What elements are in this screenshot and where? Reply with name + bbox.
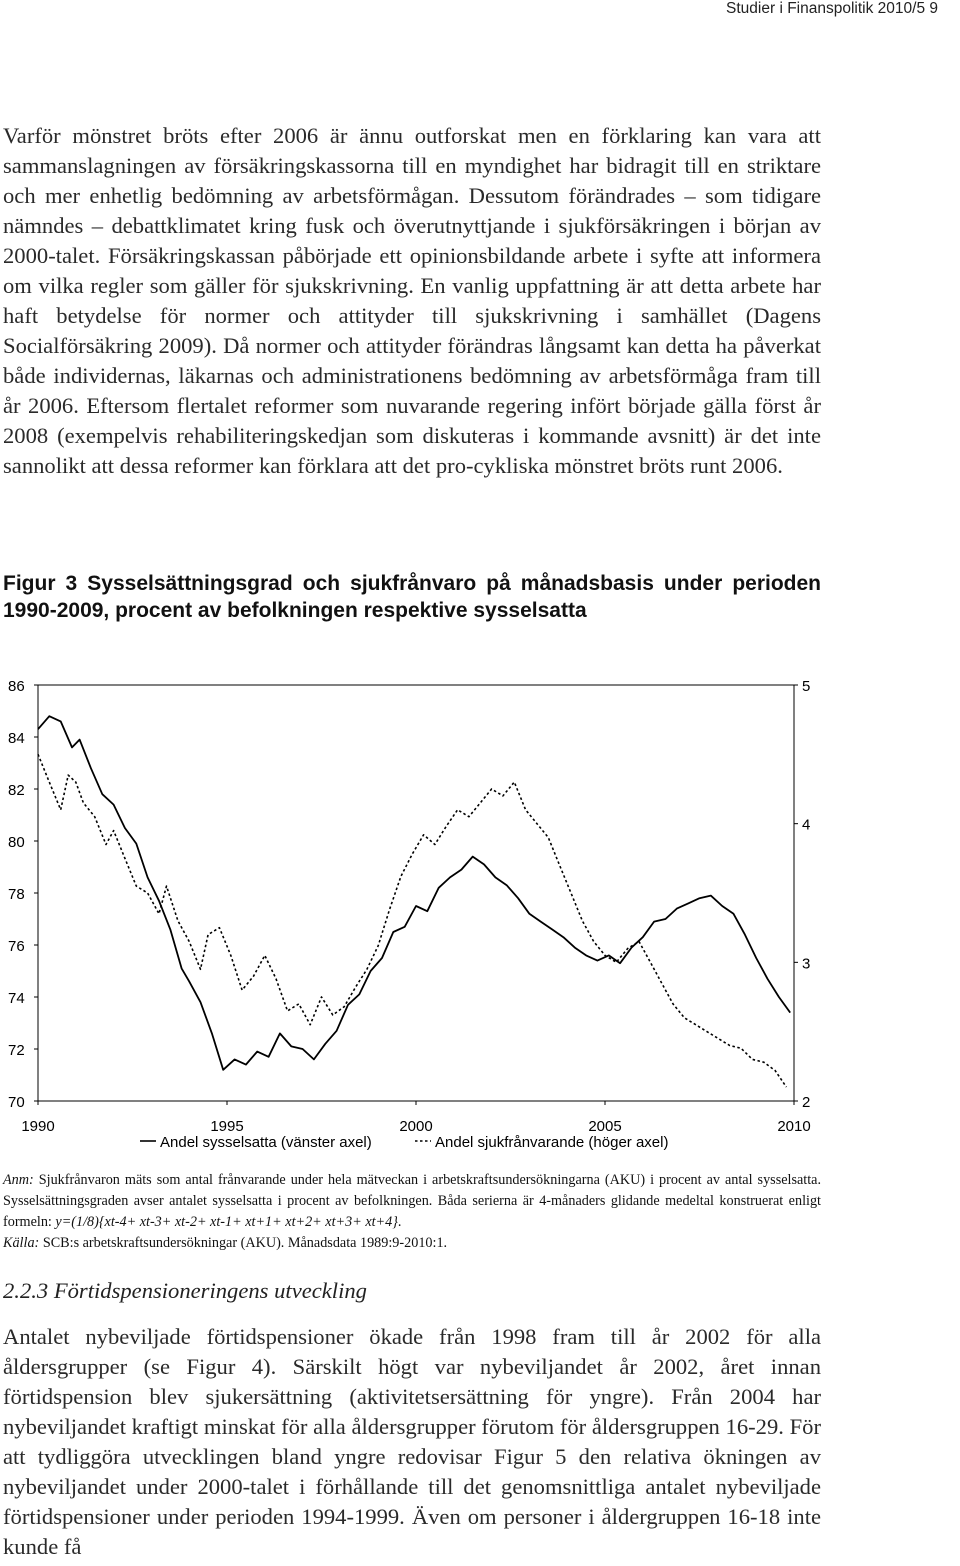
legend-label: Andel sysselsatta (vänster axel): [160, 1134, 372, 1151]
note-formula: y=(1/8){xt-4+ xt-3+ xt-2+ xt-1+ xt+1+ xt…: [55, 1214, 398, 1230]
figure-caption: Figur 3 Sysselsättningsgrad och sjukfrån…: [3, 572, 821, 622]
left-tick-label: 86: [8, 678, 25, 695]
section-heading: 2.2.3 Förtidspensioneringens utveckling: [3, 1278, 367, 1303]
x-tick-label: 2005: [588, 1118, 621, 1135]
source-label: Källa:: [3, 1235, 40, 1251]
legend-label: Andel sjukfrånvarande (höger axel): [435, 1134, 668, 1151]
note-text: Sjukfrånvaron mäts som antal frånvarande…: [3, 1172, 821, 1230]
plot-frame: [37, 684, 795, 1102]
chart: 86 84 82 80 78 76 74 72 70 5 4 3 2 1990 1995 2000 2005 20…: [8, 678, 811, 1151]
note-end: .: [397, 1214, 402, 1230]
left-tick-label: 84: [8, 730, 25, 747]
x-tick-label: 1990: [21, 1118, 54, 1135]
right-tick-label: 3: [802, 955, 810, 972]
left-tick-label: 80: [8, 834, 25, 851]
x-tick-label: 2010: [777, 1118, 810, 1135]
figure-note: Anm: Sjukfrånvaron mäts som antal frånva…: [3, 1170, 821, 1254]
left-tick-label: 72: [8, 1042, 25, 1059]
left-tick-label: 76: [8, 938, 25, 955]
left-tick-label: 78: [8, 886, 25, 903]
right-tick-label: 2: [802, 1094, 810, 1111]
left-tick-label: 82: [8, 782, 25, 799]
source-text: SCB:s arbetskraftsundersökningar (AKU). …: [39, 1235, 448, 1251]
left-tick-label: 70: [8, 1094, 25, 1111]
body-paragraph: Varför mönstret bröts efter 2006 är ännu…: [3, 123, 821, 478]
note-label: Anm:: [3, 1172, 34, 1188]
body-paragraph: Antalet nybeviljade förtidspensioner öka…: [3, 1324, 821, 1559]
right-tick-label: 4: [802, 817, 810, 834]
x-tick-label: 2000: [399, 1118, 432, 1135]
left-tick-label: 74: [8, 990, 25, 1007]
right-tick-label: 5: [802, 678, 810, 695]
series-line-sick-leave: [37, 753, 788, 1088]
running-head: Studier i Finanspolitik 2010/5 9: [726, 0, 938, 17]
series-line-employment: [37, 715, 791, 1071]
x-tick-label: 1995: [210, 1118, 243, 1135]
